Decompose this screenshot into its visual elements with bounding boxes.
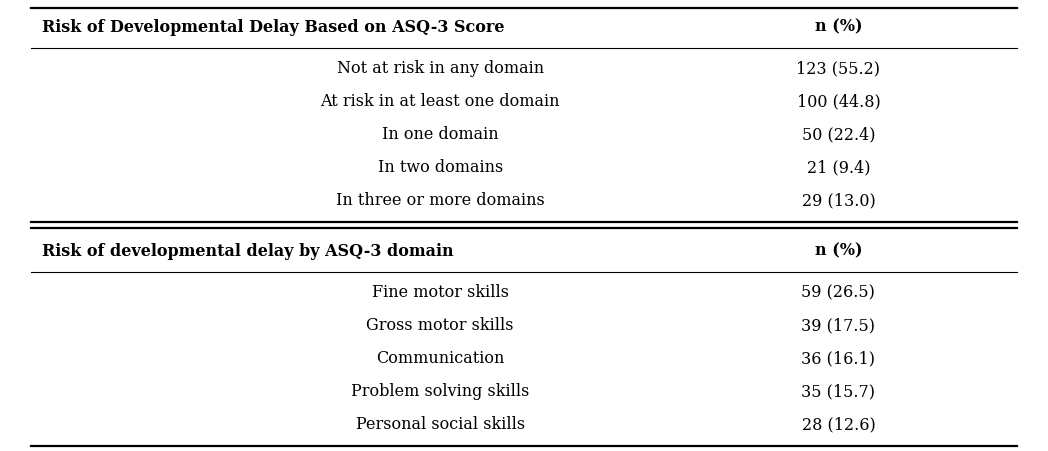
Text: Fine motor skills: Fine motor skills xyxy=(372,284,508,301)
Text: In one domain: In one domain xyxy=(381,126,499,143)
Text: In two domains: In two domains xyxy=(377,159,503,176)
Text: 29 (13.0): 29 (13.0) xyxy=(802,192,875,209)
Text: Risk of developmental delay by ASQ-3 domain: Risk of developmental delay by ASQ-3 dom… xyxy=(42,243,454,259)
Text: 123 (55.2): 123 (55.2) xyxy=(796,60,880,77)
Text: 36 (16.1): 36 (16.1) xyxy=(802,350,875,367)
Text: 59 (26.5): 59 (26.5) xyxy=(802,284,875,301)
Text: Not at risk in any domain: Not at risk in any domain xyxy=(336,60,544,77)
Text: 28 (12.6): 28 (12.6) xyxy=(802,416,875,433)
Text: Risk of Developmental Delay Based on ASQ-3 Score: Risk of Developmental Delay Based on ASQ… xyxy=(42,18,504,36)
Text: Communication: Communication xyxy=(376,350,504,367)
Text: In three or more domains: In three or more domains xyxy=(335,192,545,209)
Text: n (%): n (%) xyxy=(814,243,863,259)
Text: n (%): n (%) xyxy=(814,18,863,36)
Text: 39 (17.5): 39 (17.5) xyxy=(802,317,875,334)
Text: 50 (22.4): 50 (22.4) xyxy=(802,126,875,143)
Text: Personal social skills: Personal social skills xyxy=(355,416,525,433)
Text: Gross motor skills: Gross motor skills xyxy=(367,317,514,334)
Text: 21 (9.4): 21 (9.4) xyxy=(807,159,870,176)
Text: At risk in at least one domain: At risk in at least one domain xyxy=(321,93,560,110)
Text: Problem solving skills: Problem solving skills xyxy=(351,383,529,400)
Text: 100 (44.8): 100 (44.8) xyxy=(796,93,880,110)
Text: 35 (15.7): 35 (15.7) xyxy=(802,383,875,400)
